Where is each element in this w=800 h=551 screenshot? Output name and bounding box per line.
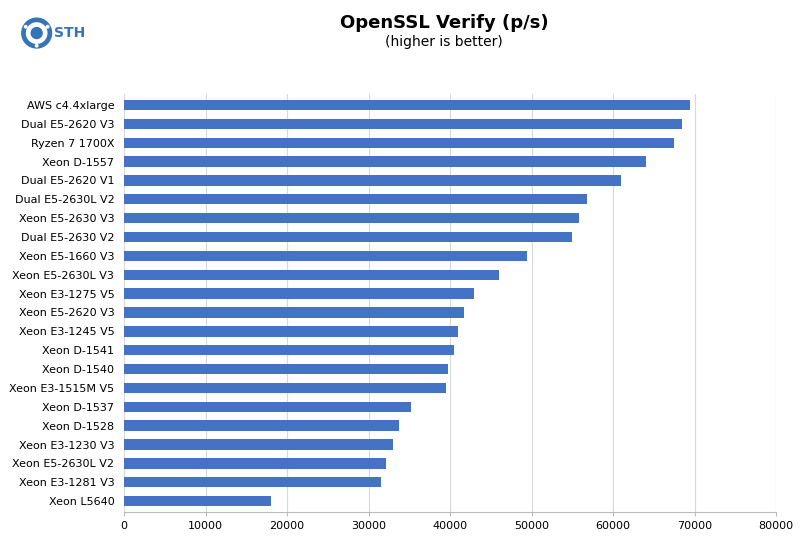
- Bar: [124, 288, 474, 299]
- Bar: [124, 232, 572, 242]
- Bar: [124, 213, 578, 223]
- Bar: [124, 100, 690, 110]
- Circle shape: [26, 23, 47, 43]
- Circle shape: [22, 18, 51, 48]
- Bar: [124, 307, 464, 318]
- Circle shape: [31, 28, 42, 39]
- Bar: [124, 420, 398, 431]
- Bar: [124, 138, 674, 148]
- Bar: [124, 402, 411, 412]
- Bar: [124, 194, 587, 204]
- Bar: [124, 383, 446, 393]
- Circle shape: [46, 25, 49, 28]
- Bar: [124, 477, 381, 488]
- Text: STH: STH: [54, 26, 85, 40]
- Bar: [124, 269, 499, 280]
- Bar: [124, 326, 458, 337]
- Text: OpenSSL Verify (p/s): OpenSSL Verify (p/s): [340, 14, 548, 32]
- Circle shape: [35, 45, 38, 47]
- Bar: [124, 118, 682, 129]
- Bar: [124, 156, 646, 167]
- Bar: [124, 251, 527, 261]
- Bar: [124, 458, 386, 468]
- Bar: [124, 175, 621, 186]
- Bar: [124, 439, 393, 450]
- Circle shape: [25, 25, 27, 28]
- Bar: [124, 345, 454, 355]
- Bar: [124, 496, 270, 506]
- Text: (higher is better): (higher is better): [385, 35, 503, 49]
- Bar: [124, 364, 448, 374]
